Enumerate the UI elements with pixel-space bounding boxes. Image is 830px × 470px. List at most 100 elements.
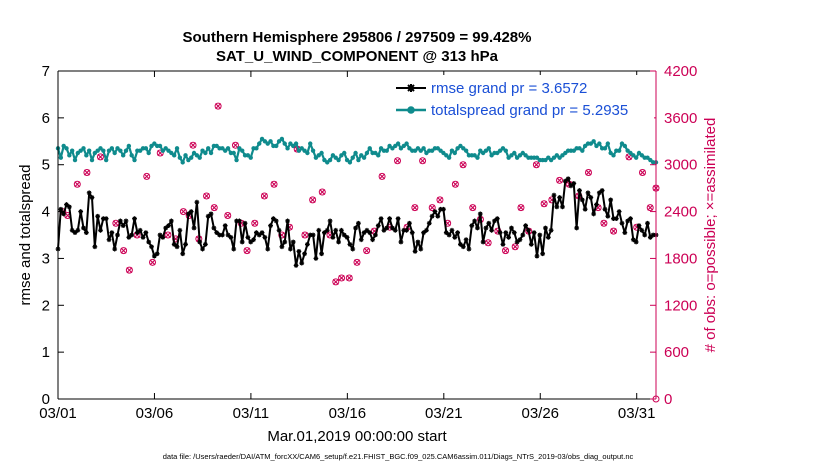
- rmse-point: [305, 241, 310, 247]
- rmse-point: [526, 227, 531, 233]
- rmse-point: [347, 241, 353, 247]
- rmse-point: [562, 178, 568, 184]
- obs-assimilated-point: [83, 169, 90, 176]
- rmse-point: [143, 230, 149, 236]
- y-right-tick-label: 1200: [664, 297, 697, 314]
- rmse-point: [103, 216, 109, 221]
- rmse-point: [579, 197, 585, 203]
- obs-assimilated-point: [469, 204, 476, 211]
- rmse-point: [574, 225, 580, 231]
- rmse-point: [163, 225, 169, 231]
- totalspread-point: [101, 148, 106, 153]
- totalspread-point: [580, 148, 585, 153]
- obs-assimilated-point: [436, 196, 443, 203]
- totalspread-point: [421, 146, 426, 151]
- obs-assimilated-point: [485, 239, 492, 246]
- chart-title-line1: Southern Hemisphere 295806 / 297509 = 99…: [183, 29, 532, 46]
- totalspread-point: [310, 148, 316, 153]
- legend-rmse-label: rmse grand pr = 3.6572: [431, 80, 587, 97]
- rmse-point: [239, 239, 245, 245]
- totalspread-point: [174, 146, 180, 151]
- totalspread-point: [72, 157, 78, 163]
- obs-possible-point: [143, 172, 151, 180]
- obs-possible-point: [270, 180, 278, 188]
- rmse-point: [154, 251, 160, 257]
- rmse-point: [211, 225, 217, 231]
- obs-assimilated-point: [97, 153, 104, 160]
- rmse-point: [222, 223, 228, 229]
- rmse-point: [435, 213, 441, 219]
- rmse-point: [310, 232, 316, 238]
- obs-possible-point: [251, 219, 259, 227]
- rmse-point: [619, 220, 625, 226]
- rmse-point: [353, 225, 358, 231]
- totalspread-point: [69, 148, 75, 153]
- rmse-point: [543, 225, 548, 231]
- obs-assimilated-point: [215, 103, 222, 110]
- rmse-point: [523, 223, 529, 229]
- totalspread-point: [183, 153, 188, 158]
- obs-possible-point: [83, 169, 91, 177]
- rmse-point: [506, 234, 512, 240]
- totalspread-point: [180, 160, 185, 165]
- totalspread-point: [452, 150, 457, 156]
- rmse-point: [475, 225, 480, 231]
- obs-possible-point: [164, 231, 172, 239]
- rmse-point: [415, 239, 421, 245]
- obs-possible-point: [469, 204, 477, 212]
- totalspread-point: [58, 155, 64, 160]
- rmse-point: [455, 230, 461, 236]
- rmse-point: [183, 241, 188, 247]
- totalspread-point: [350, 155, 355, 160]
- y-right-tick-label: 2400: [664, 204, 697, 221]
- x-tick-label: 03/01: [39, 405, 77, 422]
- obs-assimilated-point: [460, 161, 467, 168]
- totalspread-point: [364, 150, 370, 156]
- totalspread-point: [503, 148, 508, 153]
- obs-assimilated-point: [600, 220, 607, 227]
- rmse-point: [285, 218, 290, 224]
- rmse-point: [214, 230, 220, 236]
- rmse-point: [599, 188, 605, 193]
- rmse-point: [344, 234, 350, 240]
- y-left-tick-label: 1: [42, 344, 50, 361]
- rmse-point: [109, 230, 115, 236]
- obs-possible-point: [511, 243, 519, 251]
- totalspread-point: [84, 153, 89, 158]
- obs-assimilated-point: [180, 208, 187, 215]
- obs-possible-point: [378, 172, 386, 180]
- obs-possible-point: [353, 258, 361, 266]
- totalspread-point: [118, 148, 123, 153]
- rmse-point: [58, 206, 64, 212]
- rmse-point: [322, 230, 327, 236]
- obs-assimilated-point: [647, 204, 654, 211]
- totalspread-point: [126, 143, 132, 149]
- rmse-point: [123, 218, 129, 224]
- obs-possible-point: [540, 200, 548, 208]
- obs-assimilated-point: [346, 274, 353, 281]
- rmse-point: [477, 211, 483, 217]
- rmse-point: [554, 204, 560, 210]
- rmse-point: [432, 209, 438, 214]
- rmse-point: [177, 227, 183, 233]
- obs-possible-point: [363, 247, 371, 255]
- rmse-point: [608, 197, 614, 203]
- rmse-point: [375, 223, 381, 229]
- obs-possible-point: [125, 266, 133, 274]
- rmse-point: [168, 218, 174, 224]
- rmse-point: [534, 253, 540, 259]
- rmse-point: [112, 246, 118, 252]
- totalspread-point: [143, 146, 149, 151]
- obs-assimilated-point: [411, 204, 418, 211]
- totalspread-point: [177, 155, 183, 160]
- totalspread-point: [353, 150, 358, 156]
- obs-possible-point: [214, 102, 222, 110]
- rmse-point: [149, 244, 154, 250]
- x-tick-label: 03/11: [233, 405, 269, 422]
- totalspread-point: [112, 150, 117, 156]
- obs-assimilated-point: [301, 232, 308, 238]
- rmse-point: [424, 227, 429, 233]
- rmse-point: [418, 246, 424, 252]
- rmse-point: [426, 220, 432, 226]
- obs-assimilated-point: [332, 278, 339, 285]
